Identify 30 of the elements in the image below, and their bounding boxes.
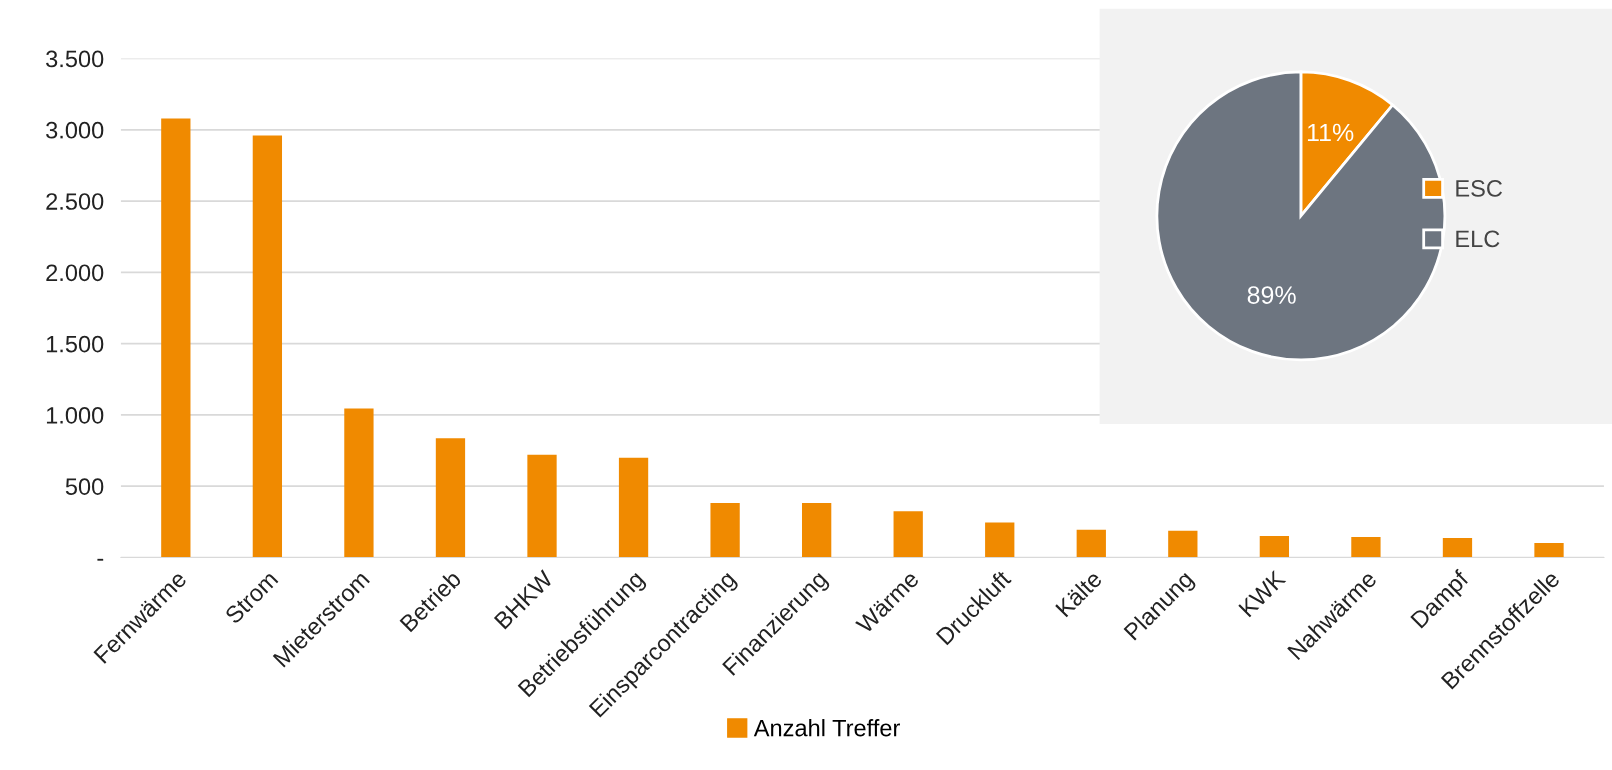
bar xyxy=(1259,535,1290,558)
y-tick-label: 2.000 xyxy=(46,264,104,282)
legend-label: ESC xyxy=(1456,180,1503,197)
y-tick-label: 3.000 xyxy=(46,121,104,139)
bar xyxy=(802,503,832,558)
bar xyxy=(710,503,740,558)
bar xyxy=(435,438,466,558)
bar xyxy=(1168,530,1198,558)
y-tick-label: 500 xyxy=(65,478,104,495)
y-tick-label: 1.000 xyxy=(46,406,104,424)
legend-label: ELC xyxy=(1456,230,1500,248)
bar xyxy=(1534,543,1564,558)
bar xyxy=(985,522,1015,558)
data-label: 89% xyxy=(1247,286,1296,304)
bar xyxy=(344,408,374,558)
bar xyxy=(252,135,283,558)
y-tick-label: - xyxy=(97,558,104,561)
bar xyxy=(1076,529,1106,558)
bar xyxy=(1351,536,1381,558)
bar xyxy=(1442,537,1473,558)
y-tick-label: 2.500 xyxy=(46,193,104,210)
pie-slice xyxy=(1155,70,1447,362)
y-tick-label: 1.500 xyxy=(46,335,104,353)
legend-label: Anzahl Treffer xyxy=(753,719,900,737)
bar xyxy=(527,454,557,558)
data-label: 11% xyxy=(1307,123,1354,142)
bar xyxy=(161,118,191,558)
bar xyxy=(893,511,923,558)
bar xyxy=(618,457,649,558)
y-tick-label: 3.500 xyxy=(46,50,104,68)
